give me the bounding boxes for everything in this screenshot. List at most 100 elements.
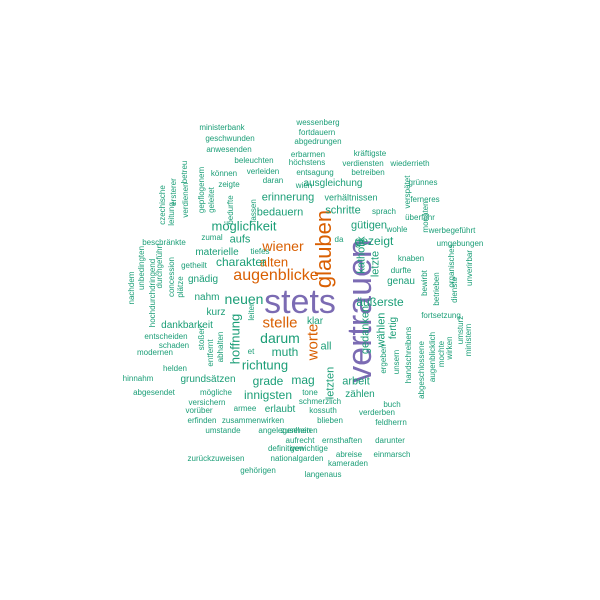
word-cloud-term: verleiden xyxy=(246,167,280,176)
word-cloud-term: wohle xyxy=(386,225,408,234)
word-cloud-term: ergeben xyxy=(379,344,388,374)
word-cloud-term: schaden xyxy=(158,341,190,350)
word-cloud-term: all xyxy=(320,340,332,353)
word-cloud-term: zusehen xyxy=(280,426,312,435)
word-cloud-term: gehörigen xyxy=(240,466,276,475)
word-cloud-term: helden xyxy=(162,364,188,373)
word-cloud-term: mögliche xyxy=(199,388,233,397)
word-cloud-term: gezeigt xyxy=(354,234,394,248)
word-cloud-term: ersterer xyxy=(169,178,178,206)
word-cloud-term: muth xyxy=(271,345,299,359)
word-cloud-term: dankbarkeit xyxy=(161,320,213,331)
word-cloud-term: charakter xyxy=(215,255,267,269)
word-cloud-term: verderben xyxy=(358,408,396,417)
word-cloud-term: gedanken xyxy=(359,305,372,355)
word-cloud-term: beleuchten xyxy=(234,156,274,165)
word-cloud-term: aufs xyxy=(229,233,251,246)
word-cloud-term: czechische xyxy=(158,185,167,225)
word-cloud-term: fertig xyxy=(388,316,399,340)
word-cloud-term: nationalgarden xyxy=(270,454,324,463)
word-cloud-term: feldherrn xyxy=(375,418,407,427)
word-cloud-term: gewichtige xyxy=(290,444,328,453)
word-cloud-term: materielle xyxy=(195,247,239,258)
word-cloud-term: darunter xyxy=(375,436,405,445)
word-cloud-term: überführ xyxy=(405,213,435,222)
word-cloud-term: grade xyxy=(252,374,284,388)
word-cloud-term: bedurfte xyxy=(226,195,235,225)
word-cloud-term: kossuth xyxy=(309,406,337,415)
word-cloud-term: unverirbar xyxy=(465,249,474,287)
word-cloud-term: zusammenwirken xyxy=(221,416,285,425)
word-cloud-term: bewirbt xyxy=(420,270,429,296)
word-cloud-term: worte xyxy=(304,323,322,361)
word-cloud-term: tiefes xyxy=(250,247,270,256)
word-cloud-term: mag xyxy=(291,373,315,387)
word-cloud-term: bedauern xyxy=(256,206,304,219)
word-cloud-term: blieben xyxy=(317,416,343,425)
word-cloud-term: wählen xyxy=(375,312,388,348)
word-cloud-term: et xyxy=(247,347,255,356)
word-cloud-term: armee xyxy=(233,404,257,413)
word-cloud-term: grundsätzen xyxy=(180,374,236,385)
word-cloud-term: vorüber xyxy=(185,406,213,415)
word-cloud-term: verdienen xyxy=(181,182,190,218)
word-cloud-term: kurz xyxy=(206,307,226,318)
word-cloud-term: unsern xyxy=(392,349,401,375)
word-cloud-term: handschreibens xyxy=(404,326,413,384)
word-cloud-term: durfte xyxy=(390,266,412,275)
word-cloud-term: abgedrungen xyxy=(294,137,342,146)
word-cloud-term: knaben xyxy=(397,254,425,263)
word-cloud-term: verhältnissen xyxy=(324,192,378,203)
word-cloud-term: monaten xyxy=(421,201,430,233)
word-cloud-term: wessenberg xyxy=(296,118,340,127)
word-cloud-term: hoffnung xyxy=(227,313,243,365)
word-cloud-term: da xyxy=(334,235,344,244)
word-cloud-term: klar xyxy=(306,316,324,327)
word-cloud-term: modernen xyxy=(136,348,174,357)
word-cloud-term: letzten xyxy=(324,366,337,400)
word-cloud-term: fortsetzung xyxy=(421,311,461,320)
word-cloud-term: betreiben xyxy=(351,168,385,177)
word-cloud-term: wien xyxy=(295,181,313,190)
word-cloud-term: entsagung xyxy=(296,168,334,177)
word-cloud-term: abhalten xyxy=(216,331,225,363)
word-cloud-term: stelle xyxy=(262,314,298,332)
word-cloud-term: buch xyxy=(383,400,401,409)
word-cloud-term: augenblicklich xyxy=(428,331,437,383)
word-cloud-term: geschwunden xyxy=(205,134,255,143)
word-cloud-term: gütigen xyxy=(350,219,388,232)
word-cloud-term: leiter xyxy=(247,303,256,321)
word-cloud-term: richtung xyxy=(241,357,289,373)
word-cloud-term: hinnahm xyxy=(122,374,154,383)
word-cloud-term: erbarmen xyxy=(290,150,326,159)
word-cloud-term: abgesendet xyxy=(133,388,175,397)
word-cloud-term: entfernt xyxy=(206,339,215,367)
word-cloud-term: getheilt xyxy=(181,261,207,270)
word-cloud-term: zumal xyxy=(201,233,223,242)
word-cloud-term: arbeit xyxy=(342,375,370,388)
word-cloud-term: nahm xyxy=(194,292,220,303)
word-cloud-term: dienste xyxy=(450,277,459,303)
word-cloud-term: versichern xyxy=(188,398,226,407)
word-cloud-term: augenblicke xyxy=(233,267,319,284)
word-cloud-term: umstande xyxy=(205,426,241,435)
word-cloud-term: ausgleichung xyxy=(303,178,363,189)
word-cloud-term: stoßen xyxy=(197,325,206,351)
word-cloud-term: nachdem xyxy=(127,271,136,305)
word-cloud-term: erfinden xyxy=(187,416,217,425)
word-cloud-term: alten xyxy=(259,254,289,270)
word-cloud-term: kräftigste xyxy=(353,149,387,158)
word-cloud-term: concession xyxy=(167,256,176,298)
word-cloud-term: katholik xyxy=(355,236,368,274)
word-cloud-term: schmerzlich xyxy=(298,397,342,406)
word-cloud-term: betrieben xyxy=(432,272,441,306)
word-cloud-term: unbedingten xyxy=(137,245,146,291)
word-cloud-term: entscheiden xyxy=(144,332,188,341)
word-cloud-term: zählen xyxy=(345,389,375,400)
word-cloud-term: hochdurchdringend xyxy=(148,258,157,328)
word-cloud-term: wiederrieth xyxy=(390,159,430,168)
word-cloud-term: äußerste xyxy=(356,295,404,309)
word-cloud-term: darum xyxy=(260,330,300,346)
word-cloud-term: letzte xyxy=(369,250,382,278)
